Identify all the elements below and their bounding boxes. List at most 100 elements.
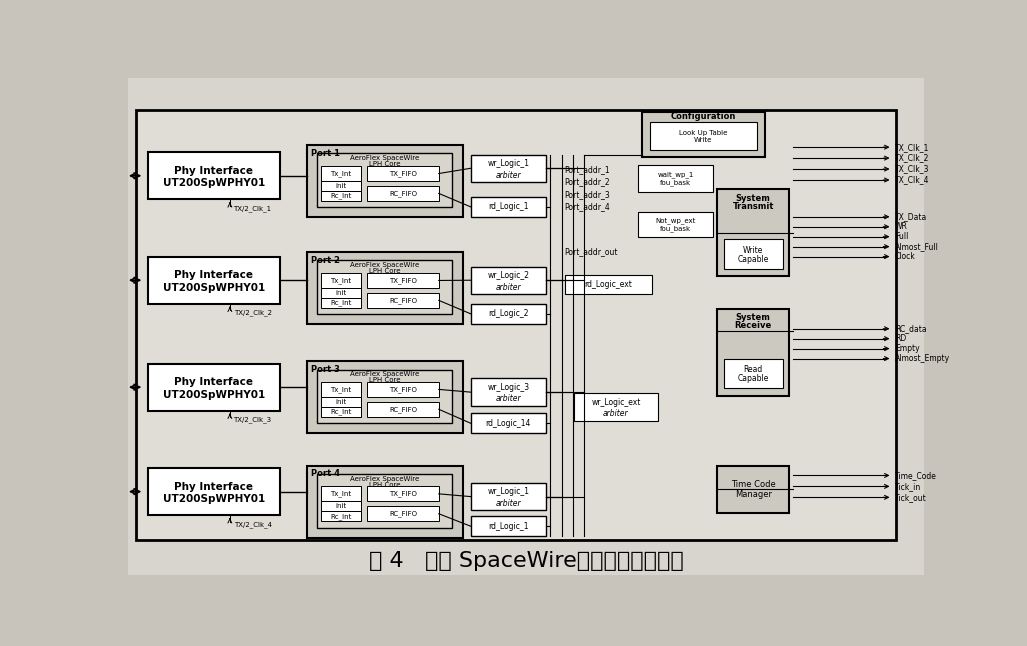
Bar — [368, 402, 439, 417]
Bar — [368, 186, 439, 201]
Text: Almost_Full: Almost_Full — [895, 242, 939, 251]
Bar — [321, 166, 360, 181]
Text: Empty: Empty — [895, 344, 919, 353]
Text: TX/2_Clk_3: TX/2_Clk_3 — [233, 417, 271, 423]
Text: Tx_Int: Tx_Int — [331, 277, 351, 284]
Text: fou_bask: fou_bask — [660, 179, 691, 185]
Text: Capable: Capable — [737, 374, 769, 383]
Text: TX/2_Clk_2: TX/2_Clk_2 — [233, 309, 271, 316]
Bar — [470, 516, 546, 536]
Text: Rc_Int: Rc_Int — [331, 408, 351, 415]
Text: Tx_Int: Tx_Int — [331, 170, 351, 177]
Text: AeroFlex SpaceWire: AeroFlex SpaceWire — [350, 262, 419, 268]
Bar — [368, 273, 439, 288]
Bar — [368, 166, 439, 181]
Bar — [368, 293, 439, 308]
Text: Write: Write — [694, 137, 713, 143]
Text: init: init — [335, 290, 346, 296]
Text: wr_Logic_3: wr_Logic_3 — [488, 382, 530, 391]
Text: Rc_Int: Rc_Int — [331, 513, 351, 519]
Text: TX_FIFO: TX_FIFO — [389, 277, 417, 284]
Text: RC_data: RC_data — [895, 324, 926, 333]
Text: RC_FIFO: RC_FIFO — [389, 297, 417, 304]
Text: Port_addr_3: Port_addr_3 — [565, 190, 610, 199]
Text: Read: Read — [744, 365, 763, 374]
Bar — [574, 393, 657, 421]
Text: AeroFlex SpaceWire: AeroFlex SpaceWire — [350, 476, 419, 482]
Bar — [317, 370, 452, 423]
Text: Not_wp_ext: Not_wp_ext — [655, 218, 695, 224]
Bar — [642, 112, 765, 157]
Bar — [638, 212, 714, 236]
Text: Phy Interface: Phy Interface — [175, 482, 254, 492]
Text: Port 4: Port 4 — [311, 470, 340, 479]
Text: TX_Clk_2: TX_Clk_2 — [895, 154, 929, 163]
Bar — [470, 379, 546, 406]
Text: Full: Full — [895, 232, 908, 241]
Text: Port 1: Port 1 — [311, 149, 340, 158]
Text: UT200SpWPHY01: UT200SpWPHY01 — [163, 178, 265, 188]
Text: rd_Logic_ext: rd_Logic_ext — [584, 280, 633, 289]
Bar — [717, 309, 789, 396]
Text: Tick_in: Tick_in — [895, 482, 921, 491]
Text: RC_FIFO: RC_FIFO — [389, 406, 417, 413]
Text: rd_Logic_1: rd_Logic_1 — [488, 522, 529, 531]
Text: TX/2_Clk_1: TX/2_Clk_1 — [233, 205, 271, 212]
Text: RD: RD — [895, 334, 906, 343]
Bar — [321, 501, 360, 511]
Bar — [470, 267, 546, 294]
Text: WR: WR — [895, 222, 908, 231]
Bar — [321, 511, 360, 521]
Text: AeroFlex SpaceWire: AeroFlex SpaceWire — [350, 371, 419, 377]
Text: AeroFlex SpaceWire: AeroFlex SpaceWire — [350, 155, 419, 161]
Text: Time_Code: Time_Code — [895, 471, 937, 480]
Text: LPH Core: LPH Core — [369, 482, 401, 488]
Bar — [470, 154, 546, 182]
Bar — [368, 382, 439, 397]
Text: fou_bask: fou_bask — [660, 225, 691, 232]
Bar — [638, 165, 714, 192]
Bar — [307, 466, 462, 537]
Text: arbiter: arbiter — [496, 395, 522, 404]
Text: Port_addr_1: Port_addr_1 — [565, 165, 610, 174]
Text: UT200SpWPHY01: UT200SpWPHY01 — [163, 283, 265, 293]
Text: Port_addr_2: Port_addr_2 — [565, 178, 610, 187]
Bar — [470, 197, 546, 217]
Text: arbiter: arbiter — [496, 282, 522, 291]
Bar — [317, 153, 452, 207]
Bar — [650, 122, 757, 150]
Text: Tx_Int: Tx_Int — [331, 386, 351, 393]
Bar — [470, 304, 546, 324]
Bar — [565, 275, 652, 294]
Text: RC_FIFO: RC_FIFO — [389, 510, 417, 517]
Text: rd_Logic_1: rd_Logic_1 — [488, 202, 529, 211]
Bar — [368, 506, 439, 521]
Text: TX_FIFO: TX_FIFO — [389, 170, 417, 177]
Text: arbiter: arbiter — [496, 499, 522, 508]
Bar — [307, 145, 462, 217]
Text: 图 4   四口 SpaceWire路由器内部结构图: 图 4 四口 SpaceWire路由器内部结构图 — [369, 551, 684, 571]
Text: UT200SpWPHY01: UT200SpWPHY01 — [163, 494, 265, 504]
Bar — [307, 251, 462, 324]
Bar — [368, 486, 439, 501]
Text: RC_FIFO: RC_FIFO — [389, 190, 417, 197]
Text: Port 3: Port 3 — [311, 365, 340, 374]
Text: wr_Logic_ext: wr_Logic_ext — [592, 398, 641, 406]
Bar — [317, 474, 452, 528]
Bar — [137, 110, 897, 540]
Text: System: System — [735, 313, 770, 322]
Text: Capable: Capable — [737, 255, 769, 264]
Text: Port_addr_out: Port_addr_out — [565, 247, 618, 256]
Text: Time Code: Time Code — [731, 480, 775, 488]
Text: wait_wp_1: wait_wp_1 — [657, 171, 694, 178]
Bar — [321, 273, 360, 288]
Text: Phy Interface: Phy Interface — [175, 166, 254, 176]
Text: Clock: Clock — [895, 252, 916, 261]
Text: rd_Logic_14: rd_Logic_14 — [486, 419, 531, 428]
Text: TX/2_Clk_4: TX/2_Clk_4 — [233, 521, 271, 528]
Bar — [717, 466, 789, 513]
Text: Tx_Int: Tx_Int — [331, 490, 351, 497]
Text: wr_Logic_1: wr_Logic_1 — [488, 159, 530, 168]
Bar — [321, 486, 360, 501]
Text: Transmit: Transmit — [732, 202, 774, 211]
